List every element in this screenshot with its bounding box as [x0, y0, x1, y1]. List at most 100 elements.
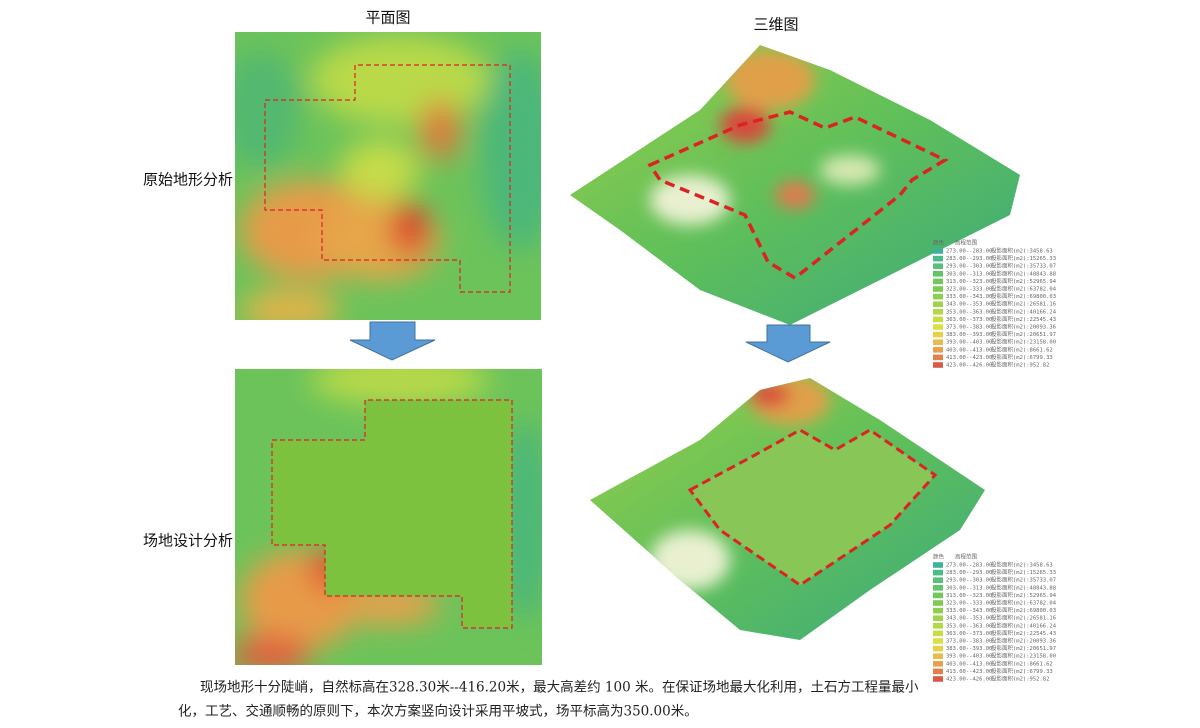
legend-area: 投影面积(m2):48843.88 — [991, 583, 1056, 591]
site-boundary — [264, 64, 511, 293]
legend-swatch — [933, 263, 943, 269]
legend-area: 投影面积(m2):15265.33 — [991, 254, 1056, 262]
legend-swatch — [933, 316, 943, 323]
legend-area: 投影面积(m2):22545.43 — [991, 629, 1056, 637]
arrow — [349, 321, 436, 361]
paragraph-line: 化，工艺、交通顺畅的原则下，本次方案竖向设计采用平坡式，场平标高为350.00米… — [178, 703, 698, 720]
legend-range: 363.00--373.00 — [946, 317, 992, 323]
legend-area: 投影面积(m2):8661.62 — [991, 659, 1053, 667]
legend-swatch — [933, 668, 943, 675]
legend-swatch — [933, 645, 943, 652]
legend-range: 393.00--403.00 — [946, 340, 992, 346]
legend-area: 投影面积(m2):20651.97 — [991, 330, 1056, 338]
legend-swatch — [933, 562, 943, 568]
legend-area: 投影面积(m2):15265.33 — [991, 568, 1056, 576]
legend-swatch — [933, 615, 943, 621]
legend-swatch — [933, 600, 943, 606]
legend-swatch — [933, 293, 943, 300]
legend-area: 投影面积(m2):3458.63 — [991, 247, 1053, 255]
legend-range: 283.00--293.00 — [946, 256, 992, 262]
legend-range: 343.00--353.00 — [946, 302, 992, 308]
legend-range: 403.00--413.00 — [946, 661, 992, 667]
legend-header: 高程范围 — [955, 553, 978, 561]
legend-range: 423.00--426.00 — [946, 363, 992, 369]
legend-range: 303.00--313.00 — [946, 585, 992, 591]
legend-area: 投影面积(m2):952.82 — [991, 361, 1049, 369]
legend-range: 273.00--283.00 — [946, 563, 992, 569]
legend-swatch — [933, 301, 943, 307]
site-boundary — [647, 110, 949, 281]
row-label: 场地设计分析 — [143, 532, 233, 550]
legend-area: 投影面积(m2):40166.24 — [991, 307, 1057, 315]
paragraph-line: 现场地形十分陡峭，自然标高在328.30米--416.20米，最大高差约 100… — [200, 679, 919, 696]
legend-header: 颜色 — [933, 553, 945, 561]
legend-swatch — [933, 286, 943, 292]
legend-range: 383.00--393.00 — [946, 332, 992, 338]
site-boundary — [687, 428, 938, 587]
legend-swatch — [933, 623, 943, 629]
legend-range: 363.00--373.00 — [946, 631, 992, 637]
legend-swatch — [933, 569, 943, 576]
plan-title: 平面图 — [365, 9, 410, 27]
legend-range: 373.00--383.00 — [946, 325, 992, 331]
legend-range: 293.00--303.00 — [946, 578, 992, 584]
legend-swatch — [933, 347, 943, 353]
legend-swatch — [933, 278, 943, 285]
legend-header: 颜色 — [933, 239, 945, 247]
legend-range: 383.00--393.00 — [946, 646, 992, 652]
legend-range: 403.00--413.00 — [946, 347, 992, 353]
legend-range: 333.00--343.00 — [946, 608, 992, 614]
legend-range: 423.00--426.00 — [946, 677, 992, 683]
legend-range: 313.00--323.00 — [946, 279, 992, 285]
legend-range: 353.00--363.00 — [946, 623, 992, 629]
legend-range: 323.00--333.00 — [946, 287, 992, 293]
legend-range: 333.00--343.00 — [946, 294, 992, 300]
legend-swatch — [933, 331, 943, 338]
legend-area: 投影面积(m2):52965.94 — [991, 591, 1057, 599]
legend-swatch — [933, 309, 943, 315]
legend-swatch — [933, 676, 943, 682]
legend-range: 373.00--383.00 — [946, 639, 992, 645]
terrain-map — [235, 369, 542, 665]
legend-range: 313.00--323.00 — [946, 593, 992, 599]
legend-range: 273.00--283.00 — [946, 249, 992, 255]
view3d-title: 三维图 — [753, 16, 798, 34]
legend-swatch — [933, 271, 943, 277]
legend-swatch — [933, 661, 943, 667]
legend-range: 393.00--403.00 — [946, 654, 992, 660]
legend-area: 投影面积(m2):20093.36 — [991, 637, 1056, 645]
legend-area: 投影面积(m2):22545.43 — [991, 315, 1056, 323]
legend-swatch — [933, 248, 943, 254]
legend-swatch — [933, 592, 943, 599]
legend-area: 投影面积(m2):26581.16 — [991, 300, 1056, 308]
legend-range: 353.00--363.00 — [946, 309, 992, 315]
legend-swatch — [933, 324, 943, 330]
legend-area: 投影面积(m2):6799.33 — [991, 353, 1053, 361]
legend-area: 投影面积(m2):952.82 — [991, 675, 1049, 683]
site-boundary — [271, 399, 513, 629]
legend-area: 投影面积(m2):26581.16 — [991, 614, 1056, 622]
legend-area: 投影面积(m2):3458.63 — [991, 561, 1053, 569]
legend-area: 投影面积(m2):23158.00 — [991, 338, 1056, 346]
arrow — [745, 324, 831, 363]
legend-swatch — [933, 362, 943, 368]
terrain-3d — [590, 378, 985, 640]
legend-range: 343.00--353.00 — [946, 616, 992, 622]
legend-area: 投影面积(m2):6799.33 — [991, 667, 1053, 675]
legend-range: 413.00--423.00 — [946, 669, 992, 675]
legend-range: 283.00--293.00 — [946, 570, 992, 576]
legend-range: 323.00--333.00 — [946, 601, 992, 607]
legend-area: 投影面积(m2):35733.07 — [991, 576, 1056, 584]
legend-range: 293.00--303.00 — [946, 264, 992, 270]
legend-swatch — [933, 339, 943, 345]
legend-area: 投影面积(m2):48843.88 — [991, 269, 1056, 277]
row-label: 原始地形分析 — [143, 171, 233, 189]
legend-area: 投影面积(m2):69800.03 — [991, 292, 1056, 300]
legend-swatch — [933, 630, 943, 637]
legend-swatch — [933, 653, 943, 659]
legend-area: 投影面积(m2):63782.04 — [991, 285, 1057, 293]
legend-swatch — [933, 577, 943, 583]
legend-swatch — [933, 585, 943, 591]
legend-range: 413.00--423.00 — [946, 355, 992, 361]
